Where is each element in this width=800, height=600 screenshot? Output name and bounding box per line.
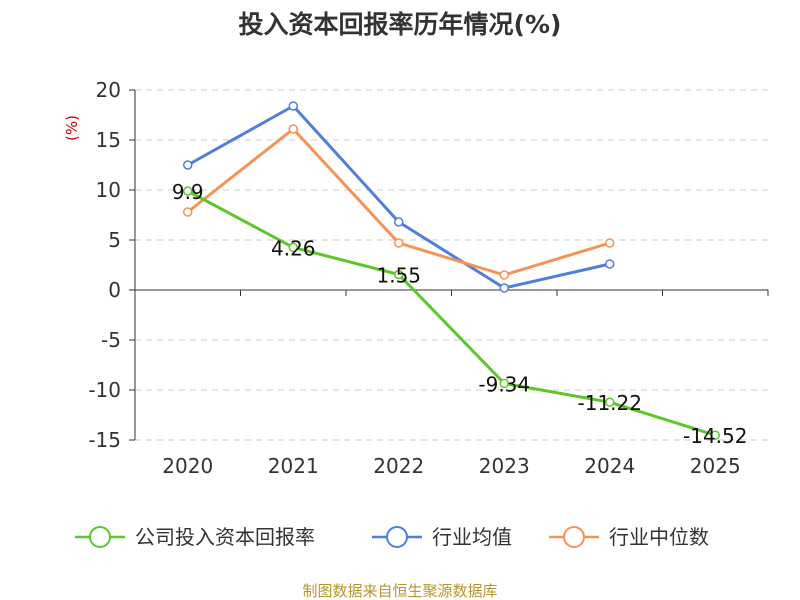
legend-label: 行业中位数 — [609, 525, 709, 549]
data-label: 9.9 — [172, 180, 204, 204]
x-tick-label: 2023 — [479, 454, 530, 478]
series-lines — [183, 101, 720, 440]
legend-label: 公司投入资本回报率 — [135, 525, 315, 549]
chart-title: 投入资本回报率历年情况(%) — [239, 10, 562, 39]
data-label: -14.52 — [683, 424, 747, 448]
axes: 20 15 10 5 0 -5 -10 -15 2020 2021 2022 2023 2024 2025 — [88, 78, 769, 478]
x-tick-label: 2022 — [373, 454, 424, 478]
x-tick-label: 2021 — [268, 454, 319, 478]
y-tick-label: 0 — [108, 278, 121, 302]
data-label: 1.55 — [376, 264, 421, 288]
data-point[interactable] — [605, 238, 615, 248]
legend-marker — [563, 526, 585, 548]
legend-marker — [386, 526, 408, 548]
data-point[interactable] — [183, 186, 193, 196]
y-tick-label: 10 — [96, 178, 121, 202]
x-tick-label: 2020 — [162, 454, 213, 478]
source-note: 制图数据来自恒生聚源数据库 — [302, 582, 497, 600]
y-tick-label: 5 — [108, 228, 121, 252]
legend[interactable]: 公司投入资本回报率 行业均值 行业中位数 — [75, 525, 709, 549]
legend-item[interactable]: 公司投入资本回报率 — [75, 525, 315, 549]
data-point[interactable] — [394, 269, 404, 280]
data-point[interactable] — [605, 259, 615, 269]
data-label: -11.22 — [578, 391, 642, 415]
data-point[interactable] — [499, 270, 509, 280]
data-point[interactable] — [499, 378, 509, 389]
data-point[interactable] — [710, 430, 720, 440]
legend-item[interactable]: 行业均值 — [372, 525, 512, 549]
series-line — [187, 189, 716, 437]
y-tick-label: 20 — [96, 78, 121, 102]
y-tick-label: -10 — [88, 378, 121, 402]
data-point[interactable] — [288, 124, 298, 134]
y-axis-unit: (%) — [63, 115, 81, 141]
y-tick-label: -15 — [88, 428, 121, 452]
legend-label: 行业均值 — [432, 525, 512, 549]
data-point[interactable] — [288, 242, 298, 253]
x-tick-label: 2024 — [584, 454, 635, 478]
y-tick-label: -5 — [101, 328, 121, 352]
data-labels: 9.9 4.26 1.55 -9.34 -11.22 -14.52 — [172, 180, 748, 448]
data-point[interactable] — [394, 217, 404, 227]
data-label: -9.34 — [478, 372, 530, 396]
data-point[interactable] — [499, 283, 509, 293]
legend-marker — [89, 526, 111, 548]
data-point[interactable] — [183, 207, 193, 217]
data-point[interactable] — [605, 397, 615, 407]
data-label: 4.26 — [271, 236, 316, 260]
data-point[interactable] — [394, 238, 404, 248]
y-tick-label: 15 — [96, 128, 121, 152]
data-point[interactable] — [183, 160, 193, 170]
x-tick-label: 2025 — [690, 454, 741, 478]
series-line — [186, 127, 611, 277]
data-point[interactable] — [288, 101, 298, 111]
legend-item[interactable]: 行业中位数 — [549, 525, 709, 549]
